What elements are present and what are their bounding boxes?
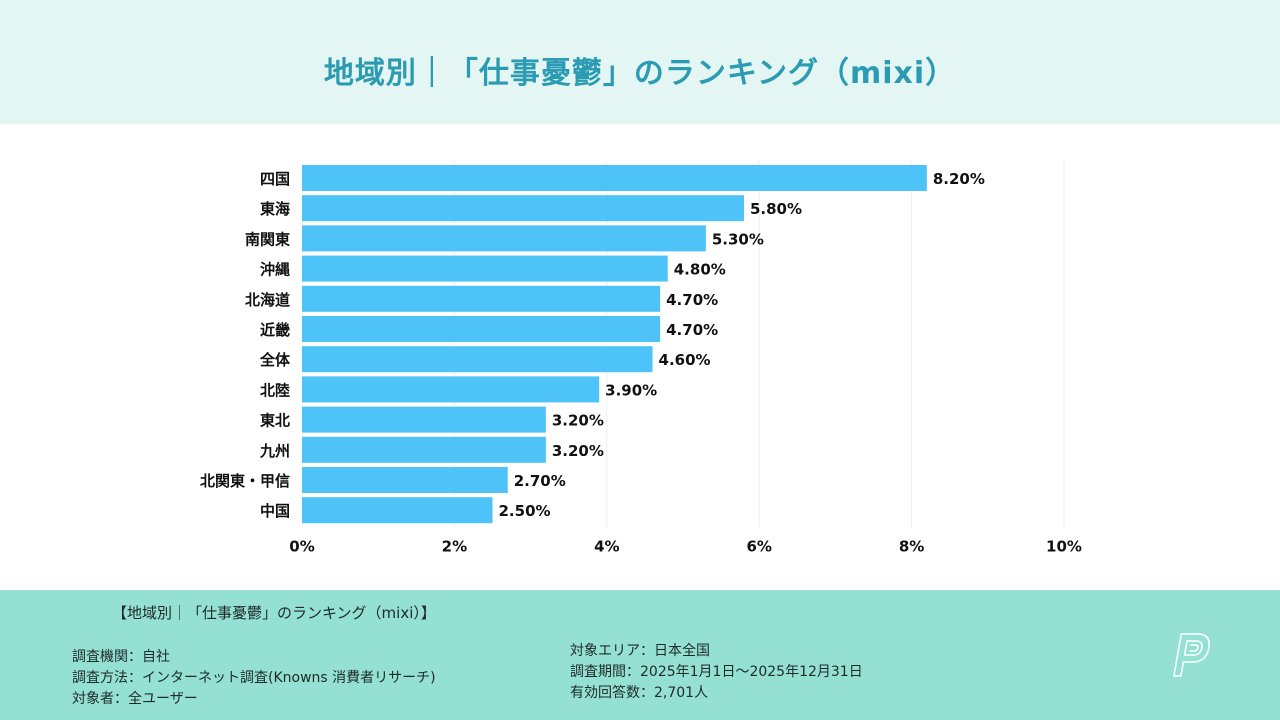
x-tick-label: 0% [289, 537, 314, 555]
bar [302, 195, 744, 222]
x-tick-label: 8% [899, 537, 924, 555]
category-label: 沖縄 [260, 261, 290, 279]
survey-method: 調査方法：インターネット調査(Knowns 消費者リサーチ) [72, 670, 436, 686]
category-label: 東北 [260, 412, 290, 430]
category-label: 東海 [260, 200, 290, 218]
bar [302, 285, 661, 312]
header-band: 地域別｜「仕事憂鬱」のランキング（mixi） [0, 0, 1280, 124]
value-label: 5.30% [712, 230, 764, 248]
value-label: 4.60% [659, 351, 711, 369]
value-label: 8.20% [933, 170, 985, 188]
value-label: 4.80% [674, 261, 726, 279]
category-label: 九州 [259, 442, 290, 460]
x-tick-label: 4% [594, 537, 619, 555]
footer-title: 【地域別｜「仕事憂鬱」のランキング（mixi）】 [112, 604, 436, 622]
category-label: 南関東 [245, 230, 290, 248]
bar [302, 165, 927, 191]
survey-organization: 調査機関：自社 [72, 649, 170, 665]
footer: 【地域別｜「仕事憂鬱」のランキング（mixi）】 調査機関：自社 調査方法：イン… [0, 590, 1280, 720]
chart-area: 四国東海南関東沖縄北海道近畿全体北陸東北九州北関東・甲信中国 8.20% 5.80… [0, 124, 1280, 590]
category-label: 北関東・甲信 [200, 472, 290, 490]
bar [302, 316, 661, 342]
bar [302, 376, 600, 403]
category-label: 北陸 [260, 381, 290, 399]
survey-area: 対象エリア：日本全国 [570, 643, 710, 659]
bar [302, 406, 546, 433]
value-label: 2.50% [499, 502, 551, 520]
survey-responses: 有効回答数：2,701人 [570, 685, 709, 701]
value-label: 4.70% [666, 321, 718, 339]
x-tick-label: 2% [442, 537, 467, 555]
value-label: 3.20% [552, 442, 604, 460]
category-label: 中国 [260, 502, 290, 520]
survey-target: 対象者：全ユーザー [72, 691, 198, 707]
bar [302, 497, 493, 524]
p-logo-icon [1172, 633, 1210, 677]
bar [302, 346, 653, 373]
x-tick-label: 6% [746, 537, 771, 555]
x-tick-label: 10% [1046, 537, 1082, 555]
value-label: 4.70% [666, 291, 718, 309]
bar [302, 436, 546, 463]
bar [302, 225, 706, 252]
value-label: 3.90% [605, 381, 657, 399]
value-label: 2.70% [514, 472, 566, 490]
category-label: 四国 [260, 170, 290, 188]
survey-period: 調査期間：2025年1月1日～2025年12月31日 [570, 664, 863, 680]
survey-info-left: 調査機関：自社 調査方法：インターネット調査(Knowns 消費者リサーチ) 対… [72, 647, 436, 710]
bar [302, 467, 508, 493]
value-label: 3.20% [552, 412, 604, 430]
value-label: 5.80% [750, 200, 802, 218]
page-title: 地域別｜「仕事憂鬱」のランキング（mixi） [323, 56, 957, 91]
survey-info-right: 対象エリア：日本全国 調査期間：2025年1月1日～2025年12月31日 有効… [570, 641, 863, 704]
category-label: 近畿 [260, 321, 290, 339]
bar [302, 255, 668, 282]
category-label: 北海道 [245, 291, 290, 309]
category-label: 全体 [259, 351, 291, 369]
